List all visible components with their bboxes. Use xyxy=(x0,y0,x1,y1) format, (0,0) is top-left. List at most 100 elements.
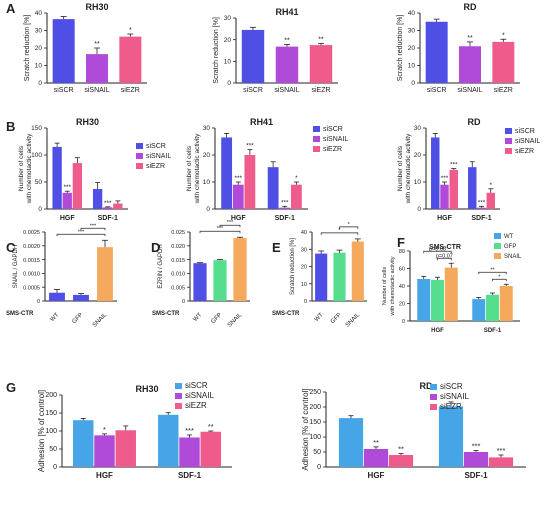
y-tick-label-A2: 20 xyxy=(224,37,232,44)
significance-D: *** xyxy=(217,226,224,232)
bar-C-gfp xyxy=(73,294,89,301)
significance-G2: ** xyxy=(398,445,404,454)
significance-B1: *** xyxy=(104,200,112,207)
y-tick-label-G2: 0 xyxy=(317,464,321,471)
bar-E-snail xyxy=(351,241,364,301)
legend-swatch-G2 xyxy=(430,394,437,400)
y-tick-label-E: 40 xyxy=(301,230,307,236)
bar-G2-siezr-hgf xyxy=(388,455,414,467)
x-tick-label-F: HGF xyxy=(431,328,444,334)
significance-C: *** xyxy=(90,223,97,229)
bar-B2-sisnail-hgf xyxy=(232,184,244,209)
significance-F: p=0.08 xyxy=(429,246,446,252)
x-tick-label-D: WT xyxy=(193,312,204,323)
bar-C-wt xyxy=(49,292,65,301)
y-tick-label-C: 0 xyxy=(37,299,40,305)
y-tick-label-E: 10 xyxy=(301,282,307,288)
legend-swatch-F xyxy=(494,253,501,259)
significance-F: * xyxy=(498,274,501,280)
bar-B3-siezr-sdf-1 xyxy=(486,192,495,209)
significance-A3: ** xyxy=(467,35,473,42)
y-tick-label-F: 80 xyxy=(399,249,405,255)
y-tick-label-A3: 10 xyxy=(408,63,416,70)
legend-label-G2: siSCR xyxy=(440,382,463,391)
legend-label-B2: siSCR xyxy=(323,126,343,133)
y-tick-label-F: 0 xyxy=(402,319,405,325)
y-tick-label-D: 0.020 xyxy=(171,244,185,250)
bar-B1-sisnail-sdf-1 xyxy=(103,207,113,209)
bar-B2-sisnail-sdf-1 xyxy=(279,207,291,209)
significance-B3: *** xyxy=(478,199,486,206)
legend-label-B3: siEZR xyxy=(515,148,534,155)
legend-label-G2: siSNAIL xyxy=(440,392,469,401)
bar-B2-siscr-hgf xyxy=(221,137,233,209)
chart-title-A2: RH41 xyxy=(275,7,298,17)
bar-A2-sisnail xyxy=(275,46,299,83)
x-tick-label-A3: siEZR xyxy=(494,87,513,94)
panel-letter-a: A xyxy=(6,1,16,16)
x-tick-label-B3: HGF xyxy=(437,215,453,222)
y-tick-label-E: 20 xyxy=(301,265,307,271)
bar-A1-siscr xyxy=(52,19,75,83)
bar-B1-siezr-hgf xyxy=(72,163,83,209)
y-axis-label-G1: Adhesion [% of control] xyxy=(37,390,46,472)
bar-G2-sisnail-sdf-1 xyxy=(463,452,489,467)
bar-B3-siscr-sdf-1 xyxy=(468,167,477,209)
y-axis-label-G2: Adhesion [% of control] xyxy=(301,388,310,470)
x-tick-label-D: GFP xyxy=(210,312,223,325)
y-tick-label-D: 0.010 xyxy=(171,272,185,278)
y-tick-label-C: 0.0020 xyxy=(23,244,40,250)
bar-B2-siezr-hgf xyxy=(244,155,256,209)
x-prefix-D: SMS-CTR xyxy=(152,311,180,317)
y-tick-label-A1: 40 xyxy=(35,10,43,17)
significance-bracket-F xyxy=(478,271,507,275)
bar-A2-siezr xyxy=(309,45,333,83)
y-tick-label-B1: 50 xyxy=(35,179,43,186)
bar-F-gfp-sdf-1 xyxy=(486,294,499,321)
y-tick-label-B1: 150 xyxy=(31,125,42,132)
significance-bracket-C xyxy=(80,227,106,231)
bar-B2-siezr-sdf-1 xyxy=(290,184,302,209)
panel-letter-e: E xyxy=(272,240,281,255)
bar-B1-sisnail-hgf xyxy=(62,192,72,209)
y-tick-label-G2: 250 xyxy=(309,389,321,396)
y-tick-label-B1: 100 xyxy=(31,152,42,159)
legend-label-B2: siSNAIL xyxy=(323,136,348,143)
legend-label-B3: siSCR xyxy=(515,128,535,135)
significance-B2: *** xyxy=(234,175,242,182)
panel-letter-c: C xyxy=(6,240,16,255)
y-tick-label-D: 0.015 xyxy=(171,258,185,264)
significance-B2: * xyxy=(295,175,298,182)
significance-G1: *** xyxy=(185,426,194,435)
legend-label-B1: siSNAIL xyxy=(146,153,171,160)
y-tick-label-B1: 0 xyxy=(38,206,42,213)
bar-A1-siezr xyxy=(119,36,142,83)
x-tick-label-D: SNAIL xyxy=(227,312,244,329)
y-axis-label-D: EZRIN / GAPDH xyxy=(158,244,164,288)
significance-B2: *** xyxy=(246,143,254,150)
y-tick-label-A1: 0 xyxy=(38,80,42,87)
y-axis-label-B2: Number of cells xyxy=(186,145,193,191)
bar-G1-sisnail-hgf xyxy=(94,435,115,467)
x-tick-label-A3: siSCR xyxy=(427,87,447,94)
y-tick-label-B2: 20 xyxy=(203,152,211,159)
bar-A3-siscr xyxy=(425,21,448,83)
panel-letter-f: F xyxy=(397,235,405,250)
legend-label-G2: siEZR xyxy=(440,402,462,411)
x-tick-label-A1: siEZR xyxy=(121,87,140,94)
legend-label-G1: siSNAIL xyxy=(185,391,214,400)
bar-D-wt xyxy=(193,263,207,301)
significance-C: *** xyxy=(78,229,85,235)
y-tick-label-F: 40 xyxy=(399,284,405,290)
y-axis-label-F: Number of cells xyxy=(382,267,388,305)
bar-E-gfp xyxy=(333,252,346,301)
panel-letter-g: G xyxy=(6,380,16,395)
bar-B1-siscr-hgf xyxy=(52,146,62,209)
y-tick-label-B2: 10 xyxy=(203,179,211,186)
y-tick-label-D: 0.005 xyxy=(171,285,185,291)
significance-B3: * xyxy=(489,182,492,189)
significance-F: p=0.07 xyxy=(436,253,453,259)
significance-A2: ** xyxy=(318,36,324,43)
bar-A3-sisnail xyxy=(459,46,481,83)
y-tick-label-G2: 200 xyxy=(309,404,321,411)
